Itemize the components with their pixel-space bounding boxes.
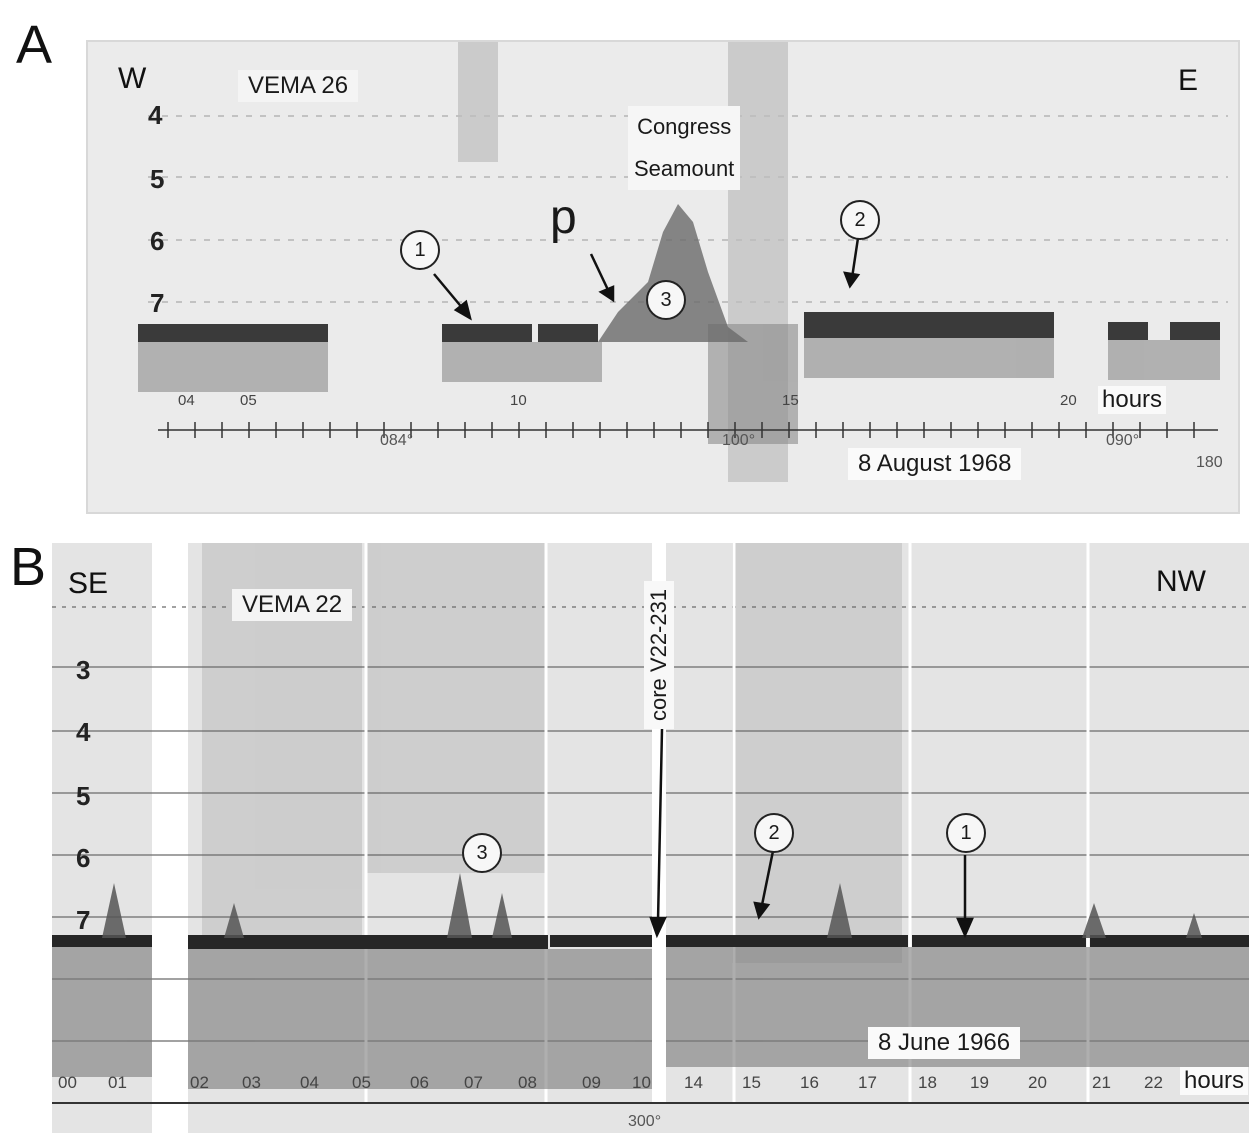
hour-02: 02 [190, 1073, 209, 1092]
core-label: core V22-231 [644, 580, 674, 729]
hour-17: 17 [858, 1073, 877, 1092]
panel-a-profile: W E VEMA 26 4 5 6 7 Congress Seamount p … [86, 40, 1240, 514]
hour-10: 10 [510, 392, 527, 409]
hour-20: 20 [1060, 392, 1077, 409]
seamount-name-line2: Seamount [634, 156, 735, 181]
panel-a-record [138, 42, 1228, 482]
hour-16: 16 [800, 1073, 819, 1092]
seamount-name-line1: Congress [637, 114, 732, 139]
depth-label-6: 6 [150, 226, 165, 256]
hour-00: 00 [58, 1073, 77, 1092]
hour-09: 09 [582, 1073, 601, 1092]
hour-22: 22 [1144, 1073, 1163, 1092]
depth-label-6: 6 [76, 843, 91, 873]
callout-2: 2 [754, 813, 794, 853]
depth-label-3: 3 [76, 655, 91, 685]
depth-label-7: 7 [150, 288, 165, 318]
direction-southeast: SE [68, 567, 109, 600]
seamount-name-box: Congress Seamount [628, 106, 741, 190]
heading-180: 180 [1196, 454, 1223, 471]
callout-3: 3 [462, 833, 502, 873]
date-label: 8 June 1966 [868, 1027, 1021, 1059]
callout-1: 1 [946, 813, 986, 853]
heading-100: 100° [722, 432, 756, 449]
hour-08: 08 [518, 1073, 537, 1092]
ship-name: VEMA 26 [238, 70, 359, 102]
ship-name: VEMA 22 [232, 589, 353, 621]
hour-07: 07 [464, 1073, 483, 1092]
heading-084: 084° [380, 432, 414, 449]
heading-090: 090° [1106, 432, 1140, 449]
point-label: p [550, 191, 577, 244]
hour-21: 21 [1092, 1073, 1111, 1092]
hour-05: 05 [240, 392, 257, 409]
hours-label: hours [1098, 386, 1167, 414]
depth-label-4: 4 [148, 100, 163, 130]
depth-label-5: 5 [150, 164, 165, 194]
hour-15: 15 [782, 392, 799, 409]
hour-10: 10 [632, 1073, 651, 1092]
callout-2: 2 [840, 200, 880, 240]
hour-20: 20 [1028, 1073, 1047, 1092]
direction-northwest: NW [1156, 565, 1206, 598]
heading-300: 300° [628, 1113, 662, 1130]
hour-05: 05 [352, 1073, 371, 1092]
panel-b-record [52, 543, 1249, 1133]
panel-a-letter: A [16, 15, 53, 75]
callout-3: 3 [646, 280, 686, 320]
date-label: 8 August 1968 [848, 448, 1022, 480]
hour-03: 03 [242, 1073, 261, 1092]
depth-label-5: 5 [76, 781, 91, 811]
hour-04: 04 [300, 1073, 319, 1092]
panel-b-profile: SE NW VEMA 22 3 4 5 6 7 core V22-231 3 2… [52, 543, 1249, 1133]
depth-label-4: 4 [76, 717, 91, 747]
hour-18: 18 [918, 1073, 937, 1092]
hour-15: 15 [742, 1073, 761, 1092]
hour-04: 04 [178, 392, 195, 409]
depth-label-7: 7 [76, 905, 91, 935]
direction-west: W [118, 62, 147, 95]
panel-b-letter: B [10, 537, 47, 597]
hour-06: 06 [410, 1073, 429, 1092]
direction-east: E [1178, 64, 1199, 97]
hour-14: 14 [684, 1073, 703, 1092]
callout-1: 1 [400, 230, 440, 270]
hour-01: 01 [108, 1073, 127, 1092]
hours-label: hours [1180, 1067, 1249, 1095]
hour-19: 19 [970, 1073, 989, 1092]
